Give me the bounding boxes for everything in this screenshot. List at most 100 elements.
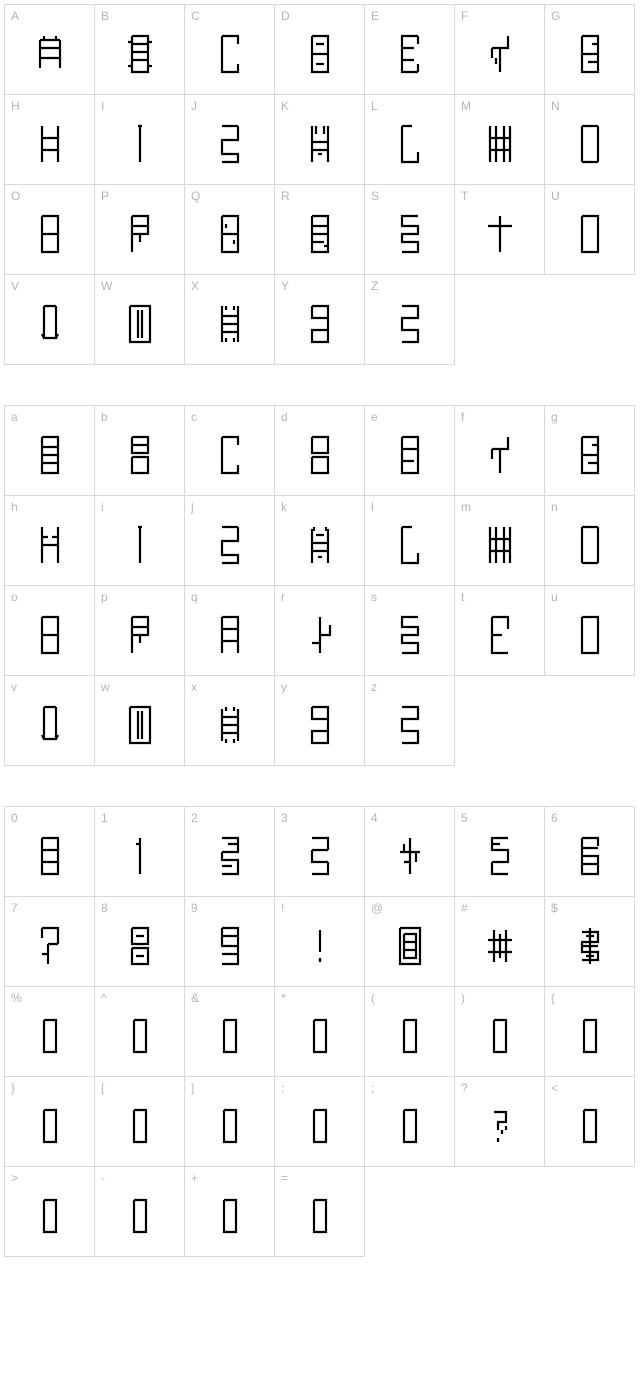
glyph-cell: g <box>545 406 635 496</box>
glyph-icon <box>5 897 94 986</box>
glyph-cell: 9 <box>185 897 275 987</box>
glyph-icon <box>545 406 634 495</box>
cell-label: + <box>191 1171 198 1185</box>
glyph-icon <box>275 1077 364 1166</box>
cell-label: d <box>281 410 288 424</box>
glyph-cell: & <box>185 987 275 1077</box>
glyph-icon <box>455 897 544 986</box>
glyph-cell: G <box>545 5 635 95</box>
glyph-icon <box>5 406 94 495</box>
glyph-cell: : <box>275 1077 365 1167</box>
glyph-cell: 8 <box>95 897 185 987</box>
glyph-icon <box>365 807 454 896</box>
glyph-grid: 0123456789!@#$%^&*(){}[]:;?<>-+= <box>4 806 635 1257</box>
cell-label: 3 <box>281 811 288 825</box>
glyph-icon <box>455 406 544 495</box>
glyph-icon <box>455 185 544 274</box>
glyph-cell: k <box>275 496 365 586</box>
glyph-icon <box>5 807 94 896</box>
glyph-icon <box>365 95 454 184</box>
glyph-icon <box>185 807 274 896</box>
glyph-icon <box>275 406 364 495</box>
cell-label: K <box>281 99 289 113</box>
cell-label: 8 <box>101 901 108 915</box>
cell-label: b <box>101 410 108 424</box>
cell-label: { <box>551 991 555 1005</box>
cell-label: B <box>101 9 109 23</box>
glyph-cell: M <box>455 95 545 185</box>
glyph-icon <box>455 586 544 675</box>
cell-label: ( <box>371 991 375 1005</box>
glyph-icon <box>95 1167 184 1256</box>
cell-label: F <box>461 9 468 23</box>
cell-label: y <box>281 680 287 694</box>
glyph-icon <box>185 897 274 986</box>
glyph-icon <box>545 586 634 675</box>
cell-label: v <box>11 680 17 694</box>
cell-label: M <box>461 99 471 113</box>
glyph-icon <box>365 586 454 675</box>
cell-label: A <box>11 9 19 23</box>
glyph-icon <box>455 807 544 896</box>
glyph-icon <box>275 1167 364 1256</box>
cell-label: x <box>191 680 197 694</box>
cell-label: s <box>371 590 377 604</box>
glyph-cell: T <box>455 185 545 275</box>
cell-label: g <box>551 410 558 424</box>
cell-label: % <box>11 991 22 1005</box>
glyph-icon <box>545 1077 634 1166</box>
glyph-cell: E <box>365 5 455 95</box>
cell-label: 4 <box>371 811 378 825</box>
glyph-cell: B <box>95 5 185 95</box>
glyph-cell: { <box>545 987 635 1077</box>
glyph-cell: ^ <box>95 987 185 1077</box>
cell-label: R <box>281 189 290 203</box>
cell-label: [ <box>101 1081 104 1095</box>
cell-label: r <box>281 590 285 604</box>
cell-label: 0 <box>11 811 18 825</box>
glyph-cell: % <box>5 987 95 1077</box>
glyph-cell: # <box>455 897 545 987</box>
glyph-icon <box>95 496 184 585</box>
cell-label: p <box>101 590 108 604</box>
glyph-cell: ? <box>455 1077 545 1167</box>
cell-label: C <box>191 9 200 23</box>
glyph-cell: L <box>365 95 455 185</box>
cell-label: & <box>191 991 199 1005</box>
glyph-icon <box>275 496 364 585</box>
cell-label: = <box>281 1171 288 1185</box>
cell-label: o <box>11 590 18 604</box>
cell-label: P <box>101 189 109 203</box>
glyph-cell: V <box>5 275 95 365</box>
cell-label: } <box>11 1081 15 1095</box>
glyph-cell: K <box>275 95 365 185</box>
glyph-cell: 7 <box>5 897 95 987</box>
cell-label: J <box>191 99 197 113</box>
cell-label: U <box>551 189 560 203</box>
section-lowercase: abcdefghijklmnopqrstuvwxyz <box>4 405 636 766</box>
glyph-cell: ! <box>275 897 365 987</box>
cell-label: S <box>371 189 379 203</box>
cell-label: f <box>461 410 464 424</box>
glyph-cell: 6 <box>545 807 635 897</box>
glyph-grid: abcdefghijklmnopqrstuvwxyz <box>4 405 635 766</box>
cell-label: 7 <box>11 901 18 915</box>
cell-label: m <box>461 500 471 514</box>
cell-label: n <box>551 500 558 514</box>
glyph-cell: d <box>275 406 365 496</box>
glyph-cell: $ <box>545 897 635 987</box>
glyph-cell: x <box>185 676 275 766</box>
glyph-icon <box>365 1077 454 1166</box>
glyph-cell: l <box>365 496 455 586</box>
glyph-icon <box>455 1077 544 1166</box>
glyph-icon <box>5 676 94 765</box>
cell-label: W <box>101 279 112 293</box>
cell-label: 9 <box>191 901 198 915</box>
glyph-cell: 4 <box>365 807 455 897</box>
cell-label: 5 <box>461 811 468 825</box>
glyph-cell: S <box>365 185 455 275</box>
glyph-cell: z <box>365 676 455 766</box>
cell-label: k <box>281 500 287 514</box>
glyph-cell: N <box>545 95 635 185</box>
glyph-cell: s <box>365 586 455 676</box>
